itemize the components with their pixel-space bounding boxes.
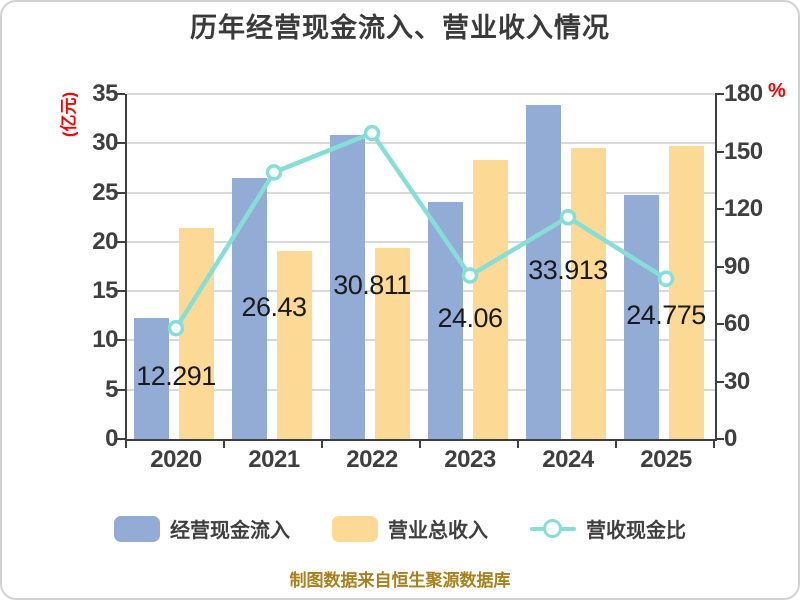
y-left-tick-label: 10 (92, 326, 118, 354)
x-axis-year-label: 2024 (542, 446, 594, 473)
total-revenue-bar-2023 (473, 159, 508, 439)
right-axis-unit-label: % (768, 80, 786, 102)
gridline (127, 93, 715, 95)
legend-item-total-revenue[interactable]: 营业总收入 (332, 514, 488, 543)
y-right-tick-mark (715, 438, 724, 440)
y-left-tick-mark (117, 93, 125, 95)
y-left-tick-label: 35 (92, 80, 118, 107)
x-axis-tick-mark (419, 439, 421, 448)
y-right-tick-mark (715, 323, 724, 325)
gridline (127, 388, 715, 391)
legend: 经营现金流入 营业总收入 营收现金比 (2, 514, 798, 543)
y-left-tick-mark (117, 142, 125, 145)
bar-value-label: 26.43 (241, 291, 307, 322)
cash-revenue-ratio-data-point (657, 270, 675, 288)
total-revenue-bar-2021 (277, 250, 312, 439)
cash-revenue-ratio-data-point (167, 319, 185, 337)
chart-title: 历年经营现金流入、营业收入情况 (190, 13, 610, 43)
legend-line-dot-icon (543, 518, 562, 538)
y-right-tick-mark (715, 208, 724, 210)
y-right-tick-label: 60 (724, 310, 750, 337)
x-axis-tick-mark (517, 439, 519, 448)
x-axis-year-label: 2021 (248, 446, 300, 473)
cash-inflow-bar-2021 (232, 178, 267, 439)
cash-inflow-bar-2020 (134, 317, 169, 439)
x-axis-year-label: 2020 (150, 446, 202, 473)
x-axis-year-label: 2023 (444, 446, 496, 473)
y-right-tick-label: 120 (724, 195, 763, 222)
gridline (127, 290, 715, 293)
cash-revenue-ratio-data-point (265, 164, 283, 181)
x-axis-tick-mark (615, 439, 617, 448)
y-left-tick-label: 5 (105, 375, 118, 403)
y-right-tick-mark (715, 150, 724, 153)
cash-inflow-bar-2024 (526, 104, 561, 439)
cash-inflow-legend-swatch (114, 515, 160, 542)
bar-value-label: 12.291 (136, 361, 216, 392)
y-left-tick-mark (117, 438, 125, 440)
y-left-tick-label: 15 (92, 277, 118, 305)
y-left-tick-mark (117, 240, 125, 243)
cash-revenue-ratio-line-series (167, 124, 675, 337)
cash-revenue-ratio-data-point (461, 267, 479, 284)
legend-label: 营业总收入 (388, 520, 488, 542)
y-left-tick-label: 25 (92, 178, 118, 206)
bar-value-label: 24.775 (626, 299, 706, 330)
gridline (127, 191, 715, 194)
y-left-tick-mark (117, 191, 125, 194)
y-axis-right-line (715, 94, 717, 441)
total-revenue-legend-swatch (332, 515, 378, 542)
x-axis-tick-mark (223, 439, 225, 448)
y-left-tick-label: 0 (105, 425, 118, 452)
total-revenue-bar-2024 (571, 148, 606, 439)
y-axis-left-line (125, 94, 127, 441)
cash-revenue-ratio-data-point (363, 124, 381, 142)
cash-revenue-ratio-legend-line-marker (530, 516, 576, 542)
x-axis-tick-mark (125, 439, 127, 448)
bar-value-label: 30.811 (333, 270, 411, 301)
y-left-tick-mark (117, 339, 125, 342)
cash-revenue-ratio-data-point (559, 208, 577, 226)
x-axis-line (125, 439, 717, 441)
gridline (127, 142, 715, 145)
total-revenue-bar-2022 (375, 248, 410, 439)
y-left-tick-mark (117, 290, 125, 293)
cash-inflow-bar-2022 (330, 135, 365, 439)
y-right-tick-label: 90 (724, 252, 750, 280)
legend-item-cash-inflow[interactable]: 经营现金流入 (114, 514, 290, 543)
y-right-tick-label: 180 (724, 80, 763, 107)
y-left-tick-label: 30 (92, 129, 118, 157)
legend-label: 营收现金比 (586, 520, 686, 542)
x-axis-year-label: 2025 (640, 446, 692, 473)
y-right-tick-mark (715, 93, 724, 95)
data-source-note: 制图数据来自恒生聚源数据库 (289, 571, 511, 590)
gridline (127, 240, 715, 243)
y-left-tick-mark (117, 388, 125, 391)
cash-inflow-bar-2025 (624, 194, 659, 439)
x-axis-tick-mark (321, 439, 323, 448)
total-revenue-bar-2025 (669, 145, 704, 439)
y-right-tick-mark (715, 265, 724, 268)
total-revenue-bar-2020 (179, 228, 214, 439)
y-right-tick-label: 150 (724, 137, 763, 165)
x-axis-year-label: 2022 (346, 446, 398, 473)
y-right-tick-mark (715, 380, 724, 383)
x-axis-tick-mark (713, 439, 715, 448)
y-right-tick-label: 30 (724, 367, 750, 395)
legend-label: 经营现金流入 (170, 520, 290, 542)
plot-area: 12.291 26.43 30.811 24.06 33.913 24.775 (127, 93, 715, 439)
bar-value-label: 24.06 (437, 303, 503, 334)
y-right-tick-label: 0 (724, 425, 737, 452)
bar-value-label: 33.913 (528, 254, 608, 285)
legend-item-cash-revenue-ratio[interactable]: 营收现金比 (530, 514, 686, 543)
gridline (127, 339, 715, 342)
y-left-tick-label: 20 (92, 227, 118, 255)
